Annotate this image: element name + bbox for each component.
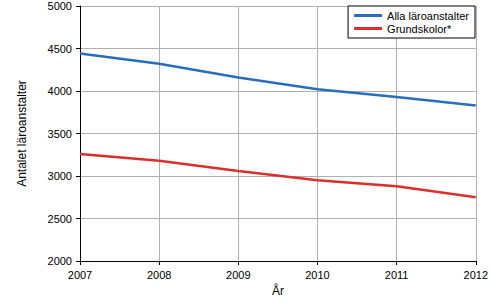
svg-text:3000: 3000 — [48, 170, 72, 182]
svg-text:5000: 5000 — [48, 0, 72, 12]
svg-text:Grundskolor*: Grundskolor* — [387, 23, 452, 35]
svg-text:4000: 4000 — [48, 85, 72, 97]
svg-text:2007: 2007 — [68, 269, 92, 281]
svg-text:2000: 2000 — [48, 255, 72, 267]
svg-text:Antalet läroanstalter: Antalet läroanstalter — [15, 80, 29, 187]
svg-text:Alla läroanstalter: Alla läroanstalter — [387, 10, 469, 22]
svg-text:2010: 2010 — [305, 269, 329, 281]
svg-text:2500: 2500 — [48, 213, 72, 225]
svg-text:2012: 2012 — [464, 269, 488, 281]
svg-text:2011: 2011 — [385, 269, 409, 281]
svg-text:3500: 3500 — [48, 128, 72, 140]
svg-text:4500: 4500 — [48, 43, 72, 55]
svg-text:2009: 2009 — [226, 269, 250, 281]
svg-text:År: År — [272, 283, 284, 298]
svg-text:2008: 2008 — [147, 269, 171, 281]
